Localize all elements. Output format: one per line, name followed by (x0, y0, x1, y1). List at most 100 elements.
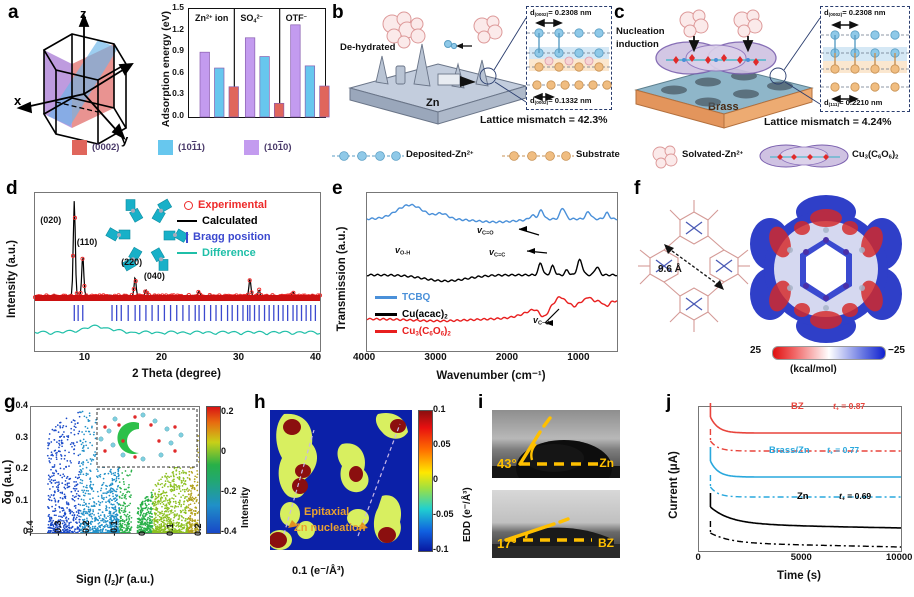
panel-e-xlabel: Wavenumber (cm⁻¹) (366, 368, 616, 382)
nucleation-label-line2: induction (616, 39, 659, 50)
panel-g-xtick: 0.2 (193, 523, 203, 536)
legend-substrate-label: Substrate (576, 149, 620, 160)
crystal-structure-diagram: z y x (14, 8, 149, 138)
panel-d-xlabel: 2 Theta (degree) (34, 368, 319, 380)
panel-g-xtick: 0 (137, 531, 147, 536)
panel-a-ytick: 1.5 (172, 2, 184, 12)
panel-d-xtick: 40 (310, 352, 321, 363)
panel-g-colorbar-tick: -0.4 (221, 526, 237, 536)
curve-Zn-solid (710, 507, 901, 528)
panel-e-legend: TCBQ Cu(acac)2 Cu3(C6O6)2 (375, 289, 451, 340)
panel-d-xtick: 20 (156, 352, 167, 363)
edd-colorbar (418, 410, 433, 552)
legend-line (375, 313, 397, 316)
curve-Zn-dashed (710, 533, 901, 547)
difference-curve (35, 325, 320, 335)
legend-solvated-zn-icon (653, 146, 677, 168)
esp-colorbar-min: −25 (888, 345, 905, 356)
legend-label: Cu3(C6O6)2 (402, 326, 451, 338)
panel-d-xticks: 10 20 30 40 (34, 352, 319, 366)
panel-j-xlabel: Time (s) (698, 570, 900, 582)
panel-a-group-label: OTF− (286, 13, 307, 23)
panel-g-ytick: 0.2 (15, 463, 28, 473)
legend-label: (1011) (178, 142, 205, 153)
panel-a-plot-area: Zn2+ ion SO42− OTF− (188, 8, 326, 118)
curve-BZ-solid (710, 417, 901, 433)
legend-cu-complex-icon (760, 145, 848, 167)
legend-item-(0002): (0002) (72, 140, 119, 155)
edd-colorbar-tick: -0.1 (433, 544, 449, 554)
series-label-Zn: Zn (797, 491, 809, 502)
panel-g: g δg (a.u.) 0 0.1 0.2 0.3 0.4 -0.4 -0.3 -0.2 -0… (0, 392, 250, 597)
d-spacing-arrow-top (833, 22, 857, 28)
bar-(0002)-SO42- (274, 103, 284, 117)
panel-c-d-top: d(0002)= 0.2308 nm (824, 8, 886, 17)
panel-g-xtick: -0.3 (53, 520, 63, 536)
nucleation-label-line1: Nucleation (616, 26, 665, 37)
bar-(10-10)-SO42- (245, 38, 255, 117)
edd-colorbar-tick: -0.05 (433, 509, 454, 519)
sample-label-zn: Zn (599, 456, 614, 470)
ftir-annotation-2: vC=C (489, 247, 505, 258)
legend-marker-line (177, 252, 197, 254)
mof-layer (656, 42, 776, 74)
legend-swatch (244, 140, 259, 155)
epitaxial-overlay-line1: Epitaxial (304, 506, 349, 518)
legend-item-(1011): (1011) (158, 140, 205, 155)
panel-g-xtick: -0.4 (25, 520, 35, 536)
panel-e-xtick: 3000 (424, 352, 446, 363)
panel-g-xlabel: Sign (l2)r (a.u.) (20, 574, 210, 587)
legend-label: Difference (202, 247, 256, 259)
spectrum-tcbq (367, 204, 617, 222)
panel-j-xtick: 10000 (886, 552, 912, 563)
legend-solvated-zn-label: Solvated-Zn2+ (682, 149, 743, 160)
d-spacing-arrow-top (537, 20, 561, 26)
xrd-structure-inset (106, 199, 188, 271)
panel-a-yticks: 0.0 0.3 0.6 0.9 1.2 1.5 (162, 8, 186, 116)
legend-item-Difference: Difference (177, 245, 317, 261)
panel-e-ylabel: Transmission (a.u.) (336, 194, 348, 364)
transference-number-BZ: t+ = 0.87 (833, 401, 865, 412)
contact-angle-value-bz: 17° (497, 536, 517, 551)
bar-(10-11)-SO42- (260, 57, 270, 117)
esp-lobes (750, 195, 902, 343)
axis-label-x: x (14, 93, 22, 108)
panel-f: f 9.6 Å (630, 178, 914, 390)
esp-colorbar-max: 25 (750, 345, 761, 356)
legend-item-Cu(acac)2: Cu(acac)2 (375, 306, 451, 323)
panel-g-colorbar-tick: 0 (221, 446, 226, 456)
panel-g-xticks: -0.4 -0.3 -0.2 -0.1 0 0.1 0.2 (30, 534, 198, 568)
ftir-annotation-1: vC=O (477, 225, 494, 236)
bar-(0002)-OTF- (320, 86, 330, 117)
panel-c-mismatch: Lattice mismatch = 4.24% (764, 116, 892, 128)
panel-j-xtick: 5000 (791, 552, 812, 563)
panel-e-xtick: 4000 (353, 352, 375, 363)
panel-g-colorbar-tick: 0.2 (221, 406, 234, 416)
legend-marker-line (177, 220, 197, 222)
edd-colorbar-ticks: 0.1 0.05 0 -0.05 -0.1 (433, 404, 465, 556)
panel-b-lattice-inset (526, 6, 612, 110)
panel-g-ytick: 0.4 (15, 400, 28, 410)
panel-c: c Brass (612, 0, 914, 136)
panel-b-mismatch: Lattice mismatch = 42.3% (480, 114, 608, 126)
panel-g-colorbar-tick: -0.2 (221, 486, 237, 496)
legend-item-TCBQ: TCBQ (375, 289, 451, 306)
panel-j-xticks: 0 5000 10000 (698, 552, 900, 566)
legend-item-Experimental: Experimental (177, 197, 317, 213)
axis-label-z: z (80, 6, 87, 21)
panel-i: i 43° Zn (472, 392, 662, 597)
panel-j-plot-area: BZ t+ = 0.87 Brass/Zn t+ = 0.77 Zn t+ = 0.69 (698, 406, 902, 552)
pore-size-label: 9.6 Å (658, 264, 682, 275)
panel-g-ytick: 0.3 (15, 432, 28, 442)
bar-(10-10)-Zn2+ ion (200, 52, 210, 117)
panel-a-group-label: SO42− (240, 13, 263, 24)
panel-a-ytick: 0.9 (172, 45, 184, 55)
mof-framework-structure (634, 196, 754, 346)
ftir-annotation-3: vC−O (533, 315, 550, 326)
panel-j-xtick: 0 (695, 552, 700, 563)
panel-a-ytick: 1.2 (172, 24, 184, 34)
esp-colorbar (772, 346, 886, 360)
edd-colorbar-tick: 0.1 (433, 404, 446, 414)
panel-j: j Current (μA) BZ t+ = 0.87 Brass/Zn t+ = 0… (662, 392, 914, 597)
dehydrated-label: De-hydrated (340, 42, 396, 53)
